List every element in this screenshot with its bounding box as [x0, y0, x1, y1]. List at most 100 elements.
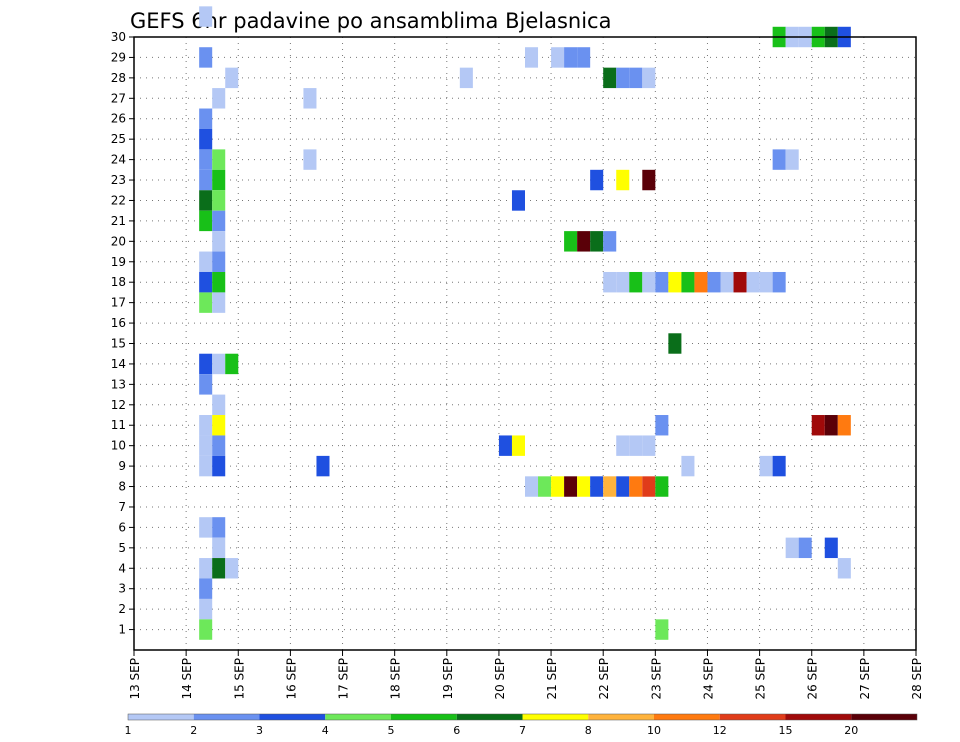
legend-swatch: [785, 714, 852, 720]
x-tick-label: 21 SEP: [545, 658, 559, 700]
precip-cell: [629, 476, 643, 497]
precip-cell: [525, 47, 539, 68]
y-tick-label: 5: [118, 541, 126, 555]
legend-label: 6: [453, 724, 460, 737]
precip-cell: [694, 271, 708, 293]
precip-cell: [212, 251, 226, 272]
data-cells: [199, 6, 851, 640]
precip-cell: [212, 210, 226, 232]
x-tick-label: 23 SEP: [649, 658, 663, 700]
x-tick-label: 13 SEP: [128, 658, 142, 700]
x-tick-label: 26 SEP: [806, 658, 820, 700]
legend-swatch: [325, 714, 391, 720]
y-tick-label: 17: [111, 296, 126, 310]
x-tick-label: 18 SEP: [389, 658, 403, 700]
legend-swatch: [456, 714, 523, 720]
precip-cell: [551, 476, 565, 497]
y-tick-label: 4: [118, 561, 126, 575]
y-tick-label: 18: [111, 275, 126, 289]
precip-cell: [785, 537, 799, 559]
precip-cell: [616, 476, 630, 497]
precip-cell: [225, 67, 239, 89]
precip-cell: [551, 47, 565, 68]
precip-cell: [212, 435, 226, 456]
precip-cell: [577, 476, 591, 497]
precip-cell: [642, 435, 656, 456]
precip-cell: [720, 271, 734, 293]
precip-cell: [199, 517, 213, 538]
x-tick-label: 16 SEP: [284, 658, 298, 700]
legend-label: 5: [388, 724, 395, 737]
precip-cell: [642, 67, 656, 89]
precip-cell: [616, 271, 630, 293]
precip-cell: [225, 558, 239, 579]
y-tick-labels: 1234567891011121314151617181920212223242…: [111, 30, 134, 637]
precip-cell: [707, 271, 721, 293]
precip-cell: [668, 271, 682, 293]
precip-cell: [212, 292, 226, 313]
precip-cell: [199, 435, 213, 456]
y-tick-label: 10: [111, 439, 126, 453]
legend-swatch: [588, 714, 654, 720]
y-tick-label: 25: [111, 132, 126, 146]
precip-cell: [199, 169, 213, 191]
y-tick-label: 16: [111, 316, 126, 330]
precip-cell: [199, 210, 213, 232]
y-tick-label: 28: [111, 71, 126, 85]
precip-cell: [655, 476, 669, 497]
y-tick-label: 24: [111, 153, 126, 167]
precip-cell: [199, 374, 213, 395]
legend-label: 1: [125, 724, 132, 737]
legend-swatch: [391, 714, 457, 720]
y-tick-label: 2: [118, 602, 126, 616]
y-tick-label: 19: [111, 255, 126, 269]
x-tick-label: 19 SEP: [441, 658, 455, 700]
legend-frame: [127, 713, 918, 721]
precip-cell: [212, 231, 226, 252]
precip-cell: [733, 271, 747, 293]
y-tick-label: 6: [118, 520, 126, 534]
precip-cell: [498, 435, 512, 456]
precip-cell: [199, 353, 213, 375]
y-tick-label: 29: [111, 50, 126, 64]
precip-cell: [199, 292, 213, 313]
legend-label: 7: [519, 724, 526, 737]
precip-cell: [316, 455, 330, 477]
precip-cell: [824, 415, 838, 436]
precip-cell: [577, 231, 591, 252]
precip-cell: [199, 598, 213, 620]
x-tick-label: 17 SEP: [337, 658, 351, 700]
legend-label: 8: [585, 724, 592, 737]
precip-cell: [681, 455, 695, 477]
precip-cell: [655, 271, 669, 293]
precip-cell: [785, 149, 799, 170]
y-tick-label: 11: [111, 418, 126, 432]
color-legend: 1 2 3 4 5 6 7 8 10 12 15 20: [125, 713, 918, 737]
precip-cell: [564, 47, 578, 68]
precip-cell: [199, 558, 213, 579]
precip-cell: [759, 455, 773, 477]
precip-cell: [199, 190, 213, 211]
x-tick-labels: 13 SEP 14 SEP 15 SEP 16 SEP 17 SEP 18 SEP 19 S…: [128, 650, 924, 700]
y-tick-label: 12: [111, 398, 126, 412]
precip-cell: [212, 190, 226, 211]
precip-cell: [199, 47, 213, 68]
precip-cell: [459, 67, 473, 89]
precip-cell: [538, 476, 552, 497]
y-tick-label: 9: [118, 459, 126, 473]
legend-label: 2: [190, 724, 197, 737]
precip-cell: [772, 271, 786, 293]
precip-cell: [212, 455, 226, 477]
precip-cell: [199, 271, 213, 293]
x-tick-label: 15 SEP: [232, 658, 246, 700]
y-tick-label: 30: [111, 30, 126, 44]
x-tick-label: 14 SEP: [180, 658, 194, 700]
precip-cell: [590, 169, 604, 191]
y-tick-label: 20: [111, 234, 126, 248]
precip-cell: [603, 271, 617, 293]
precip-cell: [655, 415, 669, 436]
precip-cell: [824, 537, 838, 559]
precip-cell: [681, 271, 695, 293]
y-tick-label: 26: [111, 112, 126, 126]
precip-cell: [603, 476, 617, 497]
